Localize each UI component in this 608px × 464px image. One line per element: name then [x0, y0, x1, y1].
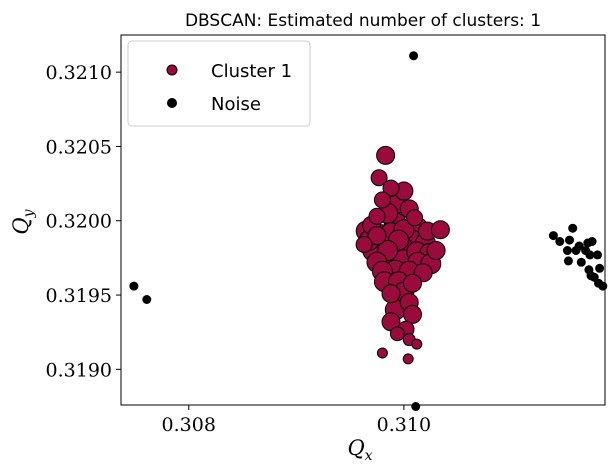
noise-point	[565, 235, 574, 245]
x-axis-ticks: 0.308 0.310	[162, 405, 431, 436]
cluster-series	[355, 145, 450, 365]
y-axis-label: Qy	[9, 208, 37, 234]
noise-point	[409, 51, 419, 61]
cluster-point	[373, 191, 391, 209]
y-tick-label: 0.3205	[46, 136, 112, 158]
noise-point	[585, 250, 595, 260]
noise-point	[598, 281, 608, 291]
cluster-point	[403, 304, 422, 324]
chart-title: DBSCAN: Estimated number of clusters: 1	[185, 11, 541, 31]
cluster-point	[402, 353, 414, 365]
legend: Cluster 1 Noise	[127, 40, 311, 127]
y-tick-label: 0.3200	[46, 211, 112, 233]
noise-point	[576, 257, 586, 267]
y-tick-label: 0.3210	[46, 62, 112, 84]
y-axis-ticks: 0.3190 0.3195 0.3200 0.3205 0.3210	[46, 62, 121, 381]
noise-point	[587, 237, 597, 246]
noise-series	[129, 51, 608, 411]
cluster-point	[406, 209, 424, 227]
legend-label-cluster-1: Cluster 1	[211, 61, 292, 82]
noise-point	[129, 281, 139, 291]
cluster-point	[411, 338, 423, 350]
cluster-point	[389, 326, 405, 342]
cluster-point	[382, 179, 400, 197]
cluster-point	[370, 169, 388, 187]
x-tick-label: 0.310	[377, 414, 431, 436]
plot-area	[129, 51, 608, 411]
noise-point	[548, 231, 558, 241]
noise-point	[562, 246, 572, 255]
legend-marker-cluster-1	[166, 64, 178, 76]
legend-marker-noise	[167, 98, 177, 108]
legend-label-noise: Noise	[211, 94, 261, 115]
cluster-point	[376, 347, 388, 359]
noise-point	[568, 223, 578, 233]
x-axis-label: Qx	[347, 436, 372, 464]
noise-point	[574, 241, 584, 251]
cluster-point	[426, 241, 446, 260]
noise-point	[593, 250, 602, 260]
cluster-point	[403, 273, 422, 293]
cluster-point	[430, 220, 450, 240]
cluster-point	[367, 226, 387, 246]
y-tick-label: 0.3195	[46, 285, 112, 307]
plot-frame	[120, 34, 606, 406]
noise-point	[555, 237, 565, 246]
y-tick-label: 0.3190	[46, 359, 112, 381]
noise-point	[595, 263, 605, 273]
noise-point	[563, 256, 573, 266]
x-tick-label: 0.308	[162, 414, 216, 436]
cluster-point	[355, 236, 373, 253]
noise-point	[411, 402, 421, 411]
cluster-point	[376, 145, 396, 165]
noise-point	[586, 271, 596, 281]
cluster-point	[381, 284, 401, 304]
cluster-point	[368, 207, 386, 225]
noise-point	[142, 295, 152, 304]
